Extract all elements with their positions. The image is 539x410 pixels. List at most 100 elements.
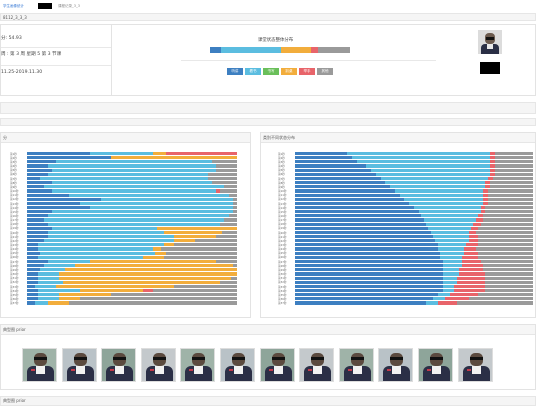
state-segment <box>468 230 476 235</box>
state-segment <box>27 168 53 172</box>
state-bar <box>295 297 533 301</box>
row-label: 第37秒 <box>278 302 287 306</box>
typical-image-thumbnail[interactable] <box>259 348 295 382</box>
typical-image-thumbnail[interactable] <box>338 348 374 382</box>
state-segment <box>161 247 237 251</box>
state-bar <box>295 210 533 214</box>
state-bar <box>27 193 237 197</box>
row-label: 第18秒 <box>10 223 19 227</box>
state-bar <box>295 164 533 168</box>
state-segment <box>27 156 111 160</box>
state-segment <box>390 185 486 189</box>
state-bar <box>295 243 533 247</box>
row-label: 第31秒 <box>10 277 19 281</box>
distribution-segment <box>210 47 222 53</box>
state-segment <box>68 301 237 305</box>
legend-item[interactable]: 书写 <box>263 68 279 75</box>
state-segment <box>480 210 486 214</box>
state-segment <box>473 222 481 226</box>
row-label: 第35秒 <box>10 293 19 297</box>
row-label: 第23秒 <box>10 244 19 247</box>
state-segment <box>215 189 221 193</box>
state-segment <box>216 259 237 264</box>
column-divider <box>111 25 112 95</box>
state-segment <box>216 235 237 239</box>
state-segment <box>456 280 486 284</box>
state-segment <box>27 280 38 284</box>
row-label: 第14秒 <box>278 206 287 210</box>
state-segment <box>56 160 212 164</box>
legend-item[interactable]: 看书 <box>245 68 261 75</box>
state-bar <box>27 152 237 156</box>
legend-item[interactable]: 其他 <box>317 68 333 75</box>
breadcrumb-link-course[interactable]: 课程记录_3_3 <box>58 4 80 8</box>
state-bar <box>295 193 533 197</box>
state-segment <box>485 210 533 214</box>
state-segment <box>485 276 533 280</box>
state-segment <box>207 176 237 181</box>
state-bar <box>295 288 533 293</box>
state-segment <box>27 189 53 193</box>
state-segment <box>295 205 414 210</box>
state-segment <box>463 247 476 251</box>
state-segment <box>111 156 237 160</box>
state-segment <box>442 280 457 284</box>
distribution-segment <box>221 47 282 53</box>
state-segment <box>295 226 429 230</box>
state-bar <box>27 288 237 293</box>
state-segment <box>482 264 533 268</box>
state-segment <box>100 197 233 201</box>
state-segment <box>490 160 495 164</box>
typical-image-thumbnail[interactable] <box>457 348 493 382</box>
state-segment <box>295 268 443 272</box>
state-segment <box>494 172 533 176</box>
row-label: 第32秒 <box>10 281 19 285</box>
typical-image-thumbnail[interactable] <box>180 348 216 382</box>
state-segment <box>442 264 462 268</box>
state-segment <box>295 297 434 301</box>
typical-image-thumbnail[interactable] <box>220 348 255 382</box>
row-label: 第15秒 <box>278 210 287 214</box>
typical-image-thumbnail[interactable] <box>378 348 414 382</box>
state-segment <box>58 297 80 301</box>
legend-item[interactable]: 举手 <box>299 68 315 75</box>
typical-image-thumbnail[interactable] <box>22 348 57 382</box>
state-segment <box>222 230 237 235</box>
state-segment <box>58 276 231 280</box>
state-bar <box>295 276 533 280</box>
state-segment <box>295 243 438 247</box>
row-label: 第4秒 <box>10 165 17 169</box>
state-segment <box>366 164 491 168</box>
redacted-student-id <box>480 62 500 74</box>
row-label: 第13秒 <box>278 202 287 206</box>
typical-image-thumbnail[interactable] <box>101 348 137 382</box>
typical-image-thumbnail[interactable] <box>418 348 453 382</box>
state-segment <box>483 197 488 201</box>
state-segment <box>487 193 533 197</box>
state-segment <box>39 251 156 255</box>
typical-image-thumbnail[interactable] <box>140 348 176 382</box>
typical-image-thumbnail[interactable] <box>61 348 97 382</box>
state-segment <box>478 255 533 259</box>
state-segment <box>483 201 488 205</box>
state-segment <box>163 243 174 247</box>
state-segment <box>456 301 533 305</box>
state-segment <box>47 301 69 305</box>
state-segment <box>430 230 469 235</box>
state-segment <box>295 168 372 172</box>
state-bar <box>27 284 237 288</box>
row-label: 第17秒 <box>10 219 19 223</box>
state-segment <box>440 255 462 259</box>
state-segment <box>58 293 111 297</box>
state-bar <box>295 218 533 222</box>
state-segment <box>52 210 233 214</box>
legend-item[interactable]: 趴桌 <box>281 68 297 75</box>
typical-image-thumbnail[interactable] <box>299 348 335 382</box>
legend-item[interactable]: 听讲 <box>227 68 243 75</box>
state-segment <box>155 251 166 255</box>
state-segment <box>27 226 53 230</box>
state-segment <box>27 164 48 168</box>
breadcrumb-link-student[interactable]: 学生画像统计 <box>3 4 24 8</box>
row-label: 第12秒 <box>10 198 19 202</box>
state-segment <box>230 276 237 280</box>
